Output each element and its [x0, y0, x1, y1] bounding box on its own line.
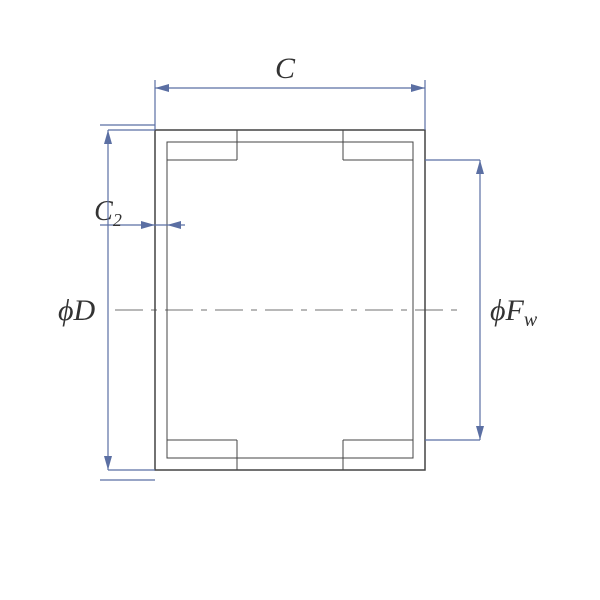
bearing-diagram: CC2ϕDϕFw [0, 0, 600, 600]
label-C: C [275, 52, 296, 85]
label-phiD: ϕD [58, 294, 96, 327]
